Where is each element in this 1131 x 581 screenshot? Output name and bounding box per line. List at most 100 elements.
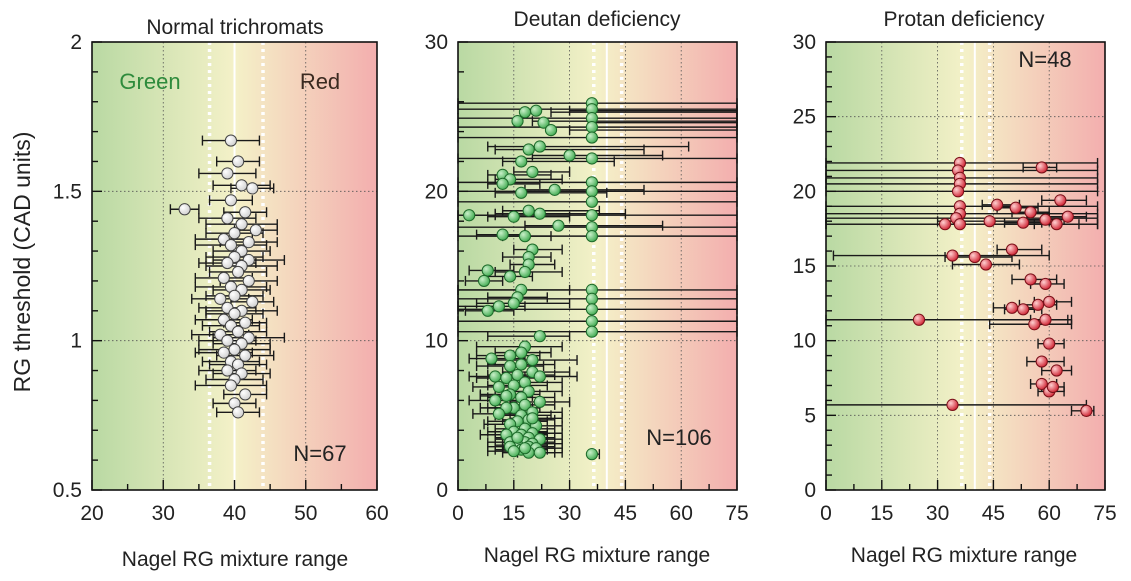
data-point-protan [1050,364,1063,377]
data-point-normal [217,271,230,285]
data-point-normal [221,334,234,347]
y-tick-label-normal: 2 [70,31,82,54]
data-point-deutan [477,274,491,288]
data-point-normal [224,379,238,392]
data-point-normal [221,256,234,270]
data-point-deutan [489,394,502,407]
data-point-normal [217,346,230,359]
data-point-deutan [544,124,558,137]
y-tick-label-deutan: 10 [425,330,448,353]
data-point-protan [1080,404,1093,417]
data-point-normal [246,295,259,308]
data-point-deutan [585,152,599,165]
n-label-deutan: N=106 [646,425,711,450]
data-point-deutan [533,330,546,343]
data-point-protan [1035,377,1048,391]
data-point-normal [239,388,252,401]
green-region-label: Green [119,69,180,94]
data-point-protan [1005,243,1019,256]
data-point-deutan [492,380,506,394]
y-tick-label-protan: 25 [793,106,816,129]
data-point-deutan [522,143,535,156]
data-point-normal [221,167,234,180]
data-point-deutan [492,300,506,313]
data-point-deutan [515,358,528,371]
x-tick-label-protan: 15 [870,502,893,525]
x-tick-label-normal: 50 [294,502,317,525]
data-point-deutan [533,395,546,408]
data-point-normal [242,274,255,288]
x-tick-label-deutan: 15 [502,502,525,525]
x-tick-label-deutan: 60 [670,502,693,525]
panel-title-deutan: Deutan deficiency [514,8,681,31]
data-point-deutan [530,104,543,117]
data-point-protan [1017,216,1030,229]
y-tick-label-protan: 20 [793,180,816,203]
data-point-deutan [496,228,509,241]
data-point-deutan [522,204,535,217]
data-point-protan [938,218,952,231]
x-tick-label-protan: 0 [820,502,832,525]
y-tick-label-normal: 0.5 [53,479,82,502]
data-point-deutan [515,155,528,168]
data-point-normal [228,343,241,356]
data-point-normal [239,206,252,219]
y-tick-label-protan: 10 [793,330,816,353]
data-point-normal [246,182,259,195]
data-point-normal [228,227,241,240]
x-axis-label-normal: Nagel RG mixture range [122,548,348,571]
y-tick-label-deutan: 20 [425,180,448,203]
data-point-protan [1043,337,1056,350]
y-axis-label: RG threshold (CAD units) [9,132,35,393]
data-point-deutan [585,131,599,144]
data-point-deutan [492,407,506,420]
data-point-deutan [518,265,532,279]
data-point-deutan [503,349,517,362]
x-tick-label-deutan: 0 [452,502,464,525]
data-point-deutan [585,448,599,461]
data-point-deutan [463,209,476,222]
data-point-protan [1009,201,1022,214]
data-point-deutan [585,195,599,208]
data-point-protan [1035,355,1048,368]
data-point-protan [946,249,959,262]
data-point-protan [1039,213,1052,226]
data-point-protan [968,250,981,264]
data-point-normal [242,236,255,249]
data-point-normal [231,325,245,338]
data-point-normal [178,203,191,216]
data-point-protan [1039,277,1052,291]
data-point-deutan [585,185,599,198]
data-point-normal [214,292,227,305]
data-point-protan [1005,301,1019,314]
data-point-deutan [526,412,539,425]
x-tick-label-normal: 40 [223,502,246,525]
data-point-deutan [585,325,599,338]
data-point-normal [235,179,248,192]
y-tick-label-protan: 15 [793,255,816,278]
data-point-normal [231,155,245,168]
data-point-normal [231,406,245,419]
data-point-protan [1024,273,1037,286]
y-tick-label-normal: 1 [70,330,82,353]
data-point-deutan [511,115,524,128]
data-point-deutan [526,353,539,367]
data-point-normal [228,307,241,320]
data-point-deutan [533,207,546,220]
data-point-deutan [507,445,520,458]
x-tick-label-normal: 60 [365,502,388,525]
x-tick-label-protan: 60 [1038,502,1061,525]
data-point-deutan [533,446,546,459]
data-point-deutan [511,431,524,444]
data-point-deutan [533,370,546,383]
data-point-normal [221,212,234,225]
data-point-deutan [585,209,599,222]
data-point-deutan [503,270,517,283]
x-tick-label-protan: 45 [982,502,1005,525]
data-point-protan [1054,194,1067,207]
data-point-deutan [533,140,546,153]
data-point-protan [912,313,926,326]
data-point-deutan [518,398,532,411]
x-tick-label-protan: 30 [926,502,949,525]
